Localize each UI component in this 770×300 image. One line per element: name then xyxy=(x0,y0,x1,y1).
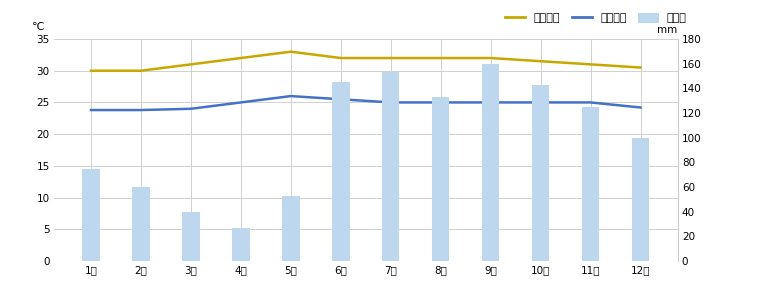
最低気温 xyxy=(336,98,346,101)
Text: mm: mm xyxy=(658,25,678,34)
Bar xyxy=(482,64,500,261)
Bar xyxy=(382,72,400,261)
Bar xyxy=(332,82,350,261)
最低気温 xyxy=(386,100,395,104)
Bar xyxy=(132,187,149,261)
最高気温 xyxy=(236,56,246,60)
Bar xyxy=(232,228,249,261)
最高気温 xyxy=(536,59,545,63)
最高気温 xyxy=(286,50,296,53)
最高気温 xyxy=(486,56,495,60)
最低気温 xyxy=(636,106,645,109)
最高気温 xyxy=(386,56,395,60)
Bar xyxy=(82,169,100,261)
最高気温 xyxy=(186,63,196,66)
最高気温 xyxy=(586,63,595,66)
最低気温 xyxy=(86,108,95,112)
Bar xyxy=(582,107,599,261)
Text: ℃: ℃ xyxy=(32,22,45,32)
最高気温 xyxy=(436,56,445,60)
Bar xyxy=(282,196,300,261)
最高気温 xyxy=(336,56,346,60)
最低気温 xyxy=(136,108,146,112)
最低気温 xyxy=(536,100,545,104)
Bar xyxy=(631,138,649,261)
最高気温 xyxy=(136,69,146,73)
最低気温 xyxy=(186,107,196,111)
最低気温 xyxy=(236,100,246,104)
Bar xyxy=(532,85,549,261)
最高気温 xyxy=(636,66,645,69)
Bar xyxy=(182,212,199,261)
Line: 最高気温: 最高気温 xyxy=(91,52,641,71)
Legend: 最高気温, 最低気温, 降水量: 最高気温, 最低気温, 降水量 xyxy=(500,9,691,28)
最低気温 xyxy=(286,94,296,98)
最低気温 xyxy=(586,100,595,104)
最低気温 xyxy=(436,100,445,104)
Bar xyxy=(432,97,450,261)
最高気温 xyxy=(86,69,95,73)
最低気温 xyxy=(486,100,495,104)
Line: 最低気温: 最低気温 xyxy=(91,96,641,110)
